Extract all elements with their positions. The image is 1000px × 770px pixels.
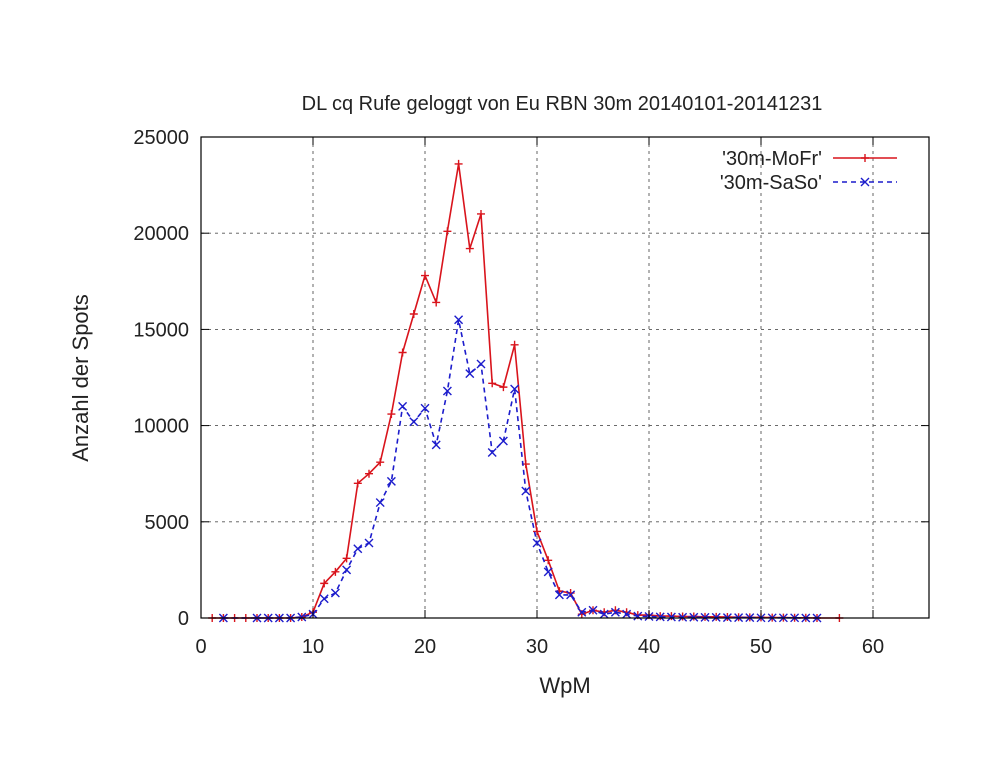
data-point-x xyxy=(554,590,564,600)
data-point-x xyxy=(521,486,531,496)
x-tick-label: 30 xyxy=(526,636,548,658)
x-tick-label: 20 xyxy=(414,636,436,658)
series-line xyxy=(223,318,817,619)
data-point-plus xyxy=(533,527,541,536)
series-2 xyxy=(218,315,822,623)
data-point-x xyxy=(678,612,688,622)
data-point-plus xyxy=(342,554,351,563)
data-point-x xyxy=(409,417,419,427)
data-point-plus xyxy=(465,244,474,253)
data-point-plus xyxy=(398,348,407,357)
data-point-plus xyxy=(320,579,329,588)
data-point-x xyxy=(454,315,464,325)
gridlines xyxy=(201,137,929,618)
data-point-x xyxy=(431,440,441,450)
data-point-x xyxy=(420,403,430,413)
data-point-x xyxy=(510,384,520,394)
data-point-x xyxy=(364,538,374,548)
data-point-x xyxy=(566,590,576,600)
legend: '30m-MoFr''30m-SaSo' xyxy=(720,148,897,194)
data-point-x xyxy=(375,498,385,508)
data-point-plus xyxy=(488,379,497,388)
legend-label: '30m-MoFr' xyxy=(722,148,822,170)
data-point-x xyxy=(398,401,408,411)
data-point-x xyxy=(543,567,553,577)
data-point-plus xyxy=(421,271,429,280)
data-point-plus xyxy=(331,567,340,576)
x-tick-label: 60 xyxy=(862,636,884,658)
data-point-x xyxy=(599,609,609,619)
data-point-x xyxy=(689,612,699,622)
y-tick-label: 0 xyxy=(178,608,189,630)
data-point-x xyxy=(577,607,587,617)
data-point-plus xyxy=(499,383,508,392)
data-point-x xyxy=(860,177,870,187)
data-point-x xyxy=(487,448,497,458)
data-point-plus xyxy=(544,556,553,565)
data-point-plus xyxy=(510,340,519,349)
data-point-x xyxy=(588,605,598,615)
x-tick-label: 40 xyxy=(638,636,660,658)
y-tick-label: 10000 xyxy=(133,416,189,438)
data-point-plus xyxy=(443,227,452,236)
x-tick-label: 0 xyxy=(195,636,206,658)
y-tick-label: 15000 xyxy=(133,319,189,341)
data-point-x xyxy=(353,544,363,554)
data-point-plus xyxy=(387,410,396,419)
x-axis-label: WpM xyxy=(539,673,590,698)
data-point-x xyxy=(465,369,475,379)
data-point-plus xyxy=(376,458,385,467)
data-point-plus xyxy=(454,159,463,168)
data-point-x xyxy=(319,594,329,604)
data-point-x xyxy=(610,607,620,617)
series-layer xyxy=(208,159,844,623)
data-point-x xyxy=(532,538,542,548)
x-tick-label: 50 xyxy=(750,636,772,658)
data-point-x xyxy=(386,476,396,486)
y-tick-label: 20000 xyxy=(133,223,189,245)
data-point-plus xyxy=(409,310,418,319)
data-point-x xyxy=(330,588,340,598)
data-point-x xyxy=(666,612,676,622)
series-1 xyxy=(208,159,844,622)
plot-frame xyxy=(200,136,930,619)
y-tick-label: 5000 xyxy=(145,512,190,534)
x-tick-label: 10 xyxy=(302,636,324,658)
legend-label: '30m-SaSo' xyxy=(720,172,822,194)
y-tick-label: 25000 xyxy=(133,127,189,149)
data-point-x xyxy=(297,612,307,622)
data-point-x xyxy=(342,565,352,575)
y-axis-label: Anzahl der Spots xyxy=(68,294,93,462)
data-point-x xyxy=(476,359,486,369)
data-point-x xyxy=(442,386,452,396)
data-point-plus xyxy=(861,154,869,162)
data-point-plus xyxy=(365,469,373,478)
series-line xyxy=(212,163,840,619)
data-point-x xyxy=(633,611,643,621)
data-point-x xyxy=(622,609,632,619)
data-point-x xyxy=(498,436,508,446)
data-point-plus xyxy=(353,479,362,488)
data-point-plus xyxy=(432,298,441,307)
data-point-plus xyxy=(477,209,485,218)
data-point-x xyxy=(655,612,665,622)
axis-ticks: 0 10 20 30 40 50 60 0 5000 10000 15000 20000 25000 xyxy=(133,127,929,658)
chart-title: DL cq Rufe geloggt von Eu RBN 30m 201401… xyxy=(302,93,823,115)
